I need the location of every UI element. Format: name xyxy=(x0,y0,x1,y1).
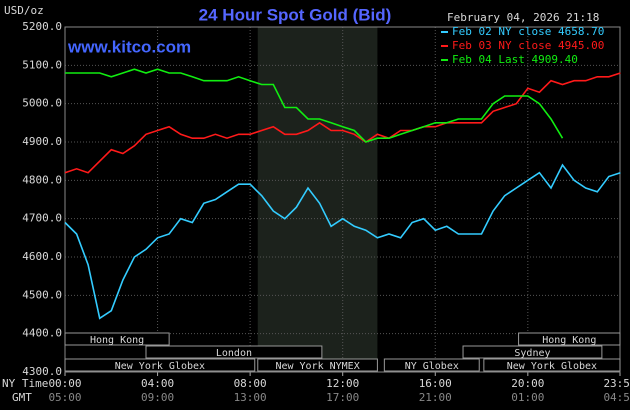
session-label: New York Globex xyxy=(115,361,205,372)
legend-label: Feb 02 NY close 4658.70 xyxy=(452,25,604,38)
legend-label: Feb 03 NY close 4945.00 xyxy=(452,39,604,52)
session-label: New York NYMEX xyxy=(275,361,359,372)
session-label: NY Globex xyxy=(405,361,459,372)
gmt-tick-label: 05:00 xyxy=(48,391,81,404)
x-tick-label: 04:00 xyxy=(141,377,174,390)
session-box xyxy=(383,358,480,372)
session-box xyxy=(64,332,170,346)
session-box xyxy=(462,345,603,359)
y-tick-label: 4500.0 xyxy=(22,288,62,301)
session-box xyxy=(145,345,323,359)
chart-title: 24 Hour Spot Gold (Bid) xyxy=(199,5,392,24)
session-label: London xyxy=(216,348,252,359)
y-tick-label: 5200.0 xyxy=(22,20,62,33)
gmt-tick-label: 13:00 xyxy=(234,391,267,404)
y-tick-label: 5000.0 xyxy=(22,97,62,110)
y-axis-label: USD/oz xyxy=(4,4,44,17)
price-line xyxy=(64,72,621,174)
x-row-label: NY Time xyxy=(2,377,48,390)
session-box xyxy=(64,358,256,372)
session-box xyxy=(518,332,621,346)
plot-frame xyxy=(64,26,621,373)
y-tick-label: 4300.0 xyxy=(22,365,62,378)
y-tick-label: 4400.0 xyxy=(22,327,62,340)
x-tick-label: 08:00 xyxy=(234,377,267,390)
gmt-tick-label: 09:00 xyxy=(141,391,174,404)
gmt-tick-label: 04:59 xyxy=(603,391,630,404)
session-label: Hong Kong xyxy=(542,335,596,346)
x-tick-label: 20:00 xyxy=(511,377,544,390)
y-tick-label: 4900.0 xyxy=(22,135,62,148)
price-line xyxy=(64,163,621,320)
session-box xyxy=(257,358,378,372)
x-row-label: GMT xyxy=(12,391,32,404)
gmt-tick-label: 01:00 xyxy=(511,391,544,404)
legend-label: Feb 04 Last 4909.40 xyxy=(452,53,578,66)
x-tick-label: 12:00 xyxy=(326,377,359,390)
x-tick-label: 00:00 xyxy=(48,377,81,390)
session-box xyxy=(483,358,621,372)
price-line xyxy=(65,68,564,143)
session-label: New York Globex xyxy=(507,361,597,372)
y-tick-label: 4700.0 xyxy=(22,212,62,225)
x-tick-label: 23:59 xyxy=(603,377,630,390)
watermark: www.kitco.com xyxy=(67,37,191,56)
session-label: Sydney xyxy=(514,348,550,359)
timestamp: February 04, 2026 21:18 xyxy=(447,11,599,24)
y-tick-label: 4800.0 xyxy=(22,173,62,186)
gmt-tick-label: 21:00 xyxy=(419,391,452,404)
y-tick-label: 5100.0 xyxy=(22,58,62,71)
y-tick-label: 4600.0 xyxy=(22,250,62,263)
x-tick-label: 16:00 xyxy=(419,377,452,390)
session-label: Hong Kong xyxy=(90,335,144,346)
gmt-tick-label: 17:00 xyxy=(326,391,359,404)
